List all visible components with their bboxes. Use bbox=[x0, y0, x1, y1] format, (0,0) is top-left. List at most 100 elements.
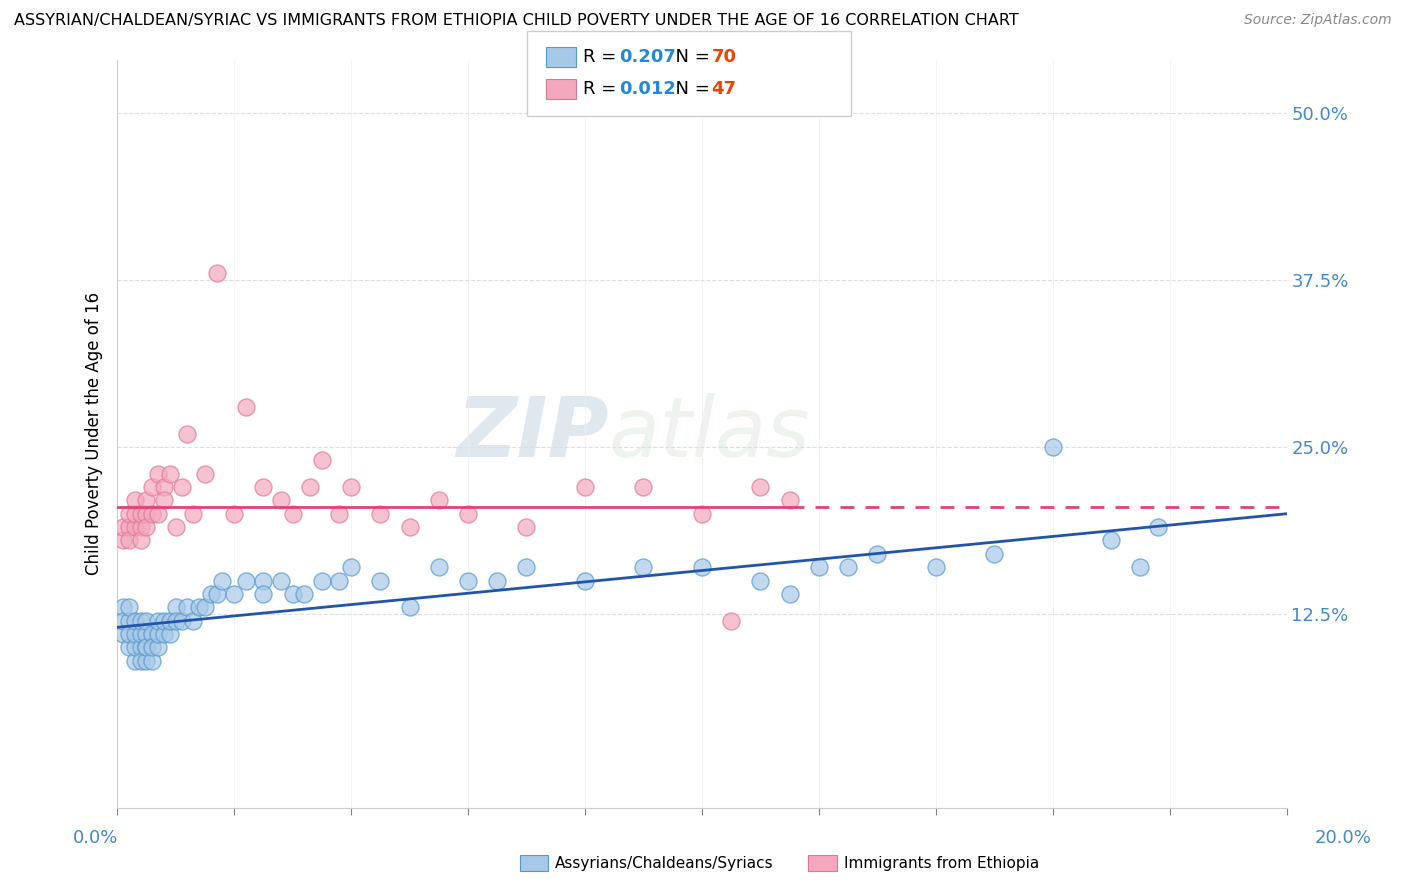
Point bbox=[720, 614, 742, 628]
Text: 0.012: 0.012 bbox=[619, 80, 675, 98]
Point bbox=[112, 533, 135, 548]
Point bbox=[170, 480, 193, 494]
Text: Immigrants from Ethiopia: Immigrants from Ethiopia bbox=[844, 856, 1039, 871]
Point bbox=[224, 507, 246, 521]
Point bbox=[633, 560, 655, 574]
Point bbox=[118, 520, 141, 534]
Point bbox=[690, 560, 713, 574]
Point bbox=[141, 640, 163, 655]
Point bbox=[1147, 520, 1170, 534]
Point bbox=[124, 614, 146, 628]
Point bbox=[1042, 440, 1064, 454]
Point bbox=[328, 507, 350, 521]
Point bbox=[176, 426, 198, 441]
Text: Assyrians/Chaldeans/Syriacs: Assyrians/Chaldeans/Syriacs bbox=[555, 856, 773, 871]
Point bbox=[129, 654, 152, 668]
Point bbox=[574, 480, 596, 494]
Point bbox=[398, 600, 420, 615]
Point bbox=[368, 574, 391, 588]
Point bbox=[176, 600, 198, 615]
Point bbox=[188, 600, 211, 615]
Point bbox=[205, 587, 228, 601]
Point bbox=[194, 467, 217, 481]
Point bbox=[146, 640, 169, 655]
Point bbox=[633, 480, 655, 494]
Point bbox=[235, 574, 257, 588]
Point bbox=[779, 493, 801, 508]
Point bbox=[252, 587, 274, 601]
Point bbox=[486, 574, 509, 588]
Point bbox=[427, 493, 450, 508]
Point bbox=[866, 547, 889, 561]
Point bbox=[311, 453, 333, 467]
Point bbox=[129, 627, 152, 641]
Point bbox=[141, 654, 163, 668]
Point bbox=[112, 627, 135, 641]
Y-axis label: Child Poverty Under the Age of 16: Child Poverty Under the Age of 16 bbox=[86, 292, 103, 575]
Point bbox=[153, 614, 176, 628]
Point bbox=[118, 533, 141, 548]
Text: N =: N = bbox=[664, 48, 716, 66]
Text: 0.207: 0.207 bbox=[619, 48, 675, 66]
Point bbox=[146, 467, 169, 481]
Point bbox=[159, 614, 181, 628]
Text: R =: R = bbox=[583, 80, 623, 98]
Point bbox=[124, 520, 146, 534]
Point bbox=[211, 574, 233, 588]
Point bbox=[118, 614, 141, 628]
Point bbox=[124, 493, 146, 508]
Point bbox=[200, 587, 222, 601]
Point bbox=[141, 480, 163, 494]
Point bbox=[515, 520, 537, 534]
Point bbox=[159, 627, 181, 641]
Point bbox=[170, 614, 193, 628]
Point bbox=[340, 560, 363, 574]
Point bbox=[281, 507, 304, 521]
Point bbox=[340, 480, 363, 494]
Point bbox=[925, 560, 948, 574]
Text: 0.0%: 0.0% bbox=[73, 829, 118, 847]
Point bbox=[690, 507, 713, 521]
Text: Source: ZipAtlas.com: Source: ZipAtlas.com bbox=[1244, 13, 1392, 28]
Point bbox=[129, 640, 152, 655]
Point bbox=[159, 467, 181, 481]
Text: 20.0%: 20.0% bbox=[1315, 829, 1371, 847]
Point bbox=[153, 627, 176, 641]
Point bbox=[135, 493, 157, 508]
Point bbox=[749, 480, 772, 494]
Text: atlas: atlas bbox=[609, 393, 810, 475]
Point bbox=[135, 520, 157, 534]
Point bbox=[749, 574, 772, 588]
Point bbox=[135, 507, 157, 521]
Point bbox=[165, 600, 187, 615]
Point bbox=[153, 480, 176, 494]
Point bbox=[224, 587, 246, 601]
Point bbox=[124, 640, 146, 655]
Point bbox=[427, 560, 450, 574]
Point bbox=[252, 480, 274, 494]
Point bbox=[118, 507, 141, 521]
Text: ASSYRIAN/CHALDEAN/SYRIAC VS IMMIGRANTS FROM ETHIOPIA CHILD POVERTY UNDER THE AGE: ASSYRIAN/CHALDEAN/SYRIAC VS IMMIGRANTS F… bbox=[14, 13, 1019, 29]
Point bbox=[135, 614, 157, 628]
Point bbox=[146, 627, 169, 641]
Point bbox=[515, 560, 537, 574]
Point bbox=[398, 520, 420, 534]
Point bbox=[292, 587, 315, 601]
Point bbox=[112, 614, 135, 628]
Point bbox=[146, 614, 169, 628]
Point bbox=[129, 507, 152, 521]
Point bbox=[235, 400, 257, 414]
Point bbox=[270, 493, 292, 508]
Point bbox=[135, 654, 157, 668]
Text: N =: N = bbox=[664, 80, 716, 98]
Point bbox=[270, 574, 292, 588]
Point bbox=[252, 574, 274, 588]
Point bbox=[118, 600, 141, 615]
Text: 47: 47 bbox=[711, 80, 737, 98]
Point bbox=[141, 507, 163, 521]
Point bbox=[311, 574, 333, 588]
Point bbox=[141, 627, 163, 641]
Point bbox=[328, 574, 350, 588]
Point bbox=[837, 560, 859, 574]
Text: ZIP: ZIP bbox=[456, 393, 609, 475]
